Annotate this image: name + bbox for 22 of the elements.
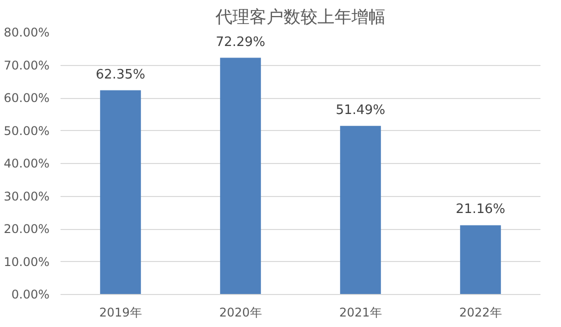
y-tick-label: 40.00% (4, 156, 50, 170)
y-tick-label: 30.00% (4, 189, 50, 204)
bar (100, 90, 141, 294)
y-tick-label: 50.00% (4, 124, 50, 138)
bar (460, 225, 501, 294)
data-label: 72.29% (216, 34, 266, 50)
data-label: 62.35% (96, 67, 146, 82)
y-tick-label: 20.00% (4, 222, 50, 236)
chart-title: 代理客户数较上年增幅 (214, 8, 386, 28)
bar (340, 126, 381, 294)
x-tick-label: 2021年 (339, 306, 382, 320)
data-label: 21.16% (456, 202, 506, 218)
x-tick-label: 2019年 (99, 306, 142, 320)
y-tick-label: 80.00% (4, 26, 50, 40)
y-tick-label: 60.00% (4, 91, 50, 105)
y-tick-label: 10.00% (4, 254, 50, 269)
y-tick-label: 0.00% (11, 288, 50, 302)
data-label: 51.49% (336, 102, 386, 118)
bar (220, 58, 261, 294)
x-tick-label: 2020年 (219, 306, 262, 320)
y-tick-label: 70.00% (4, 58, 50, 72)
x-tick-label: 2022年 (459, 306, 502, 320)
